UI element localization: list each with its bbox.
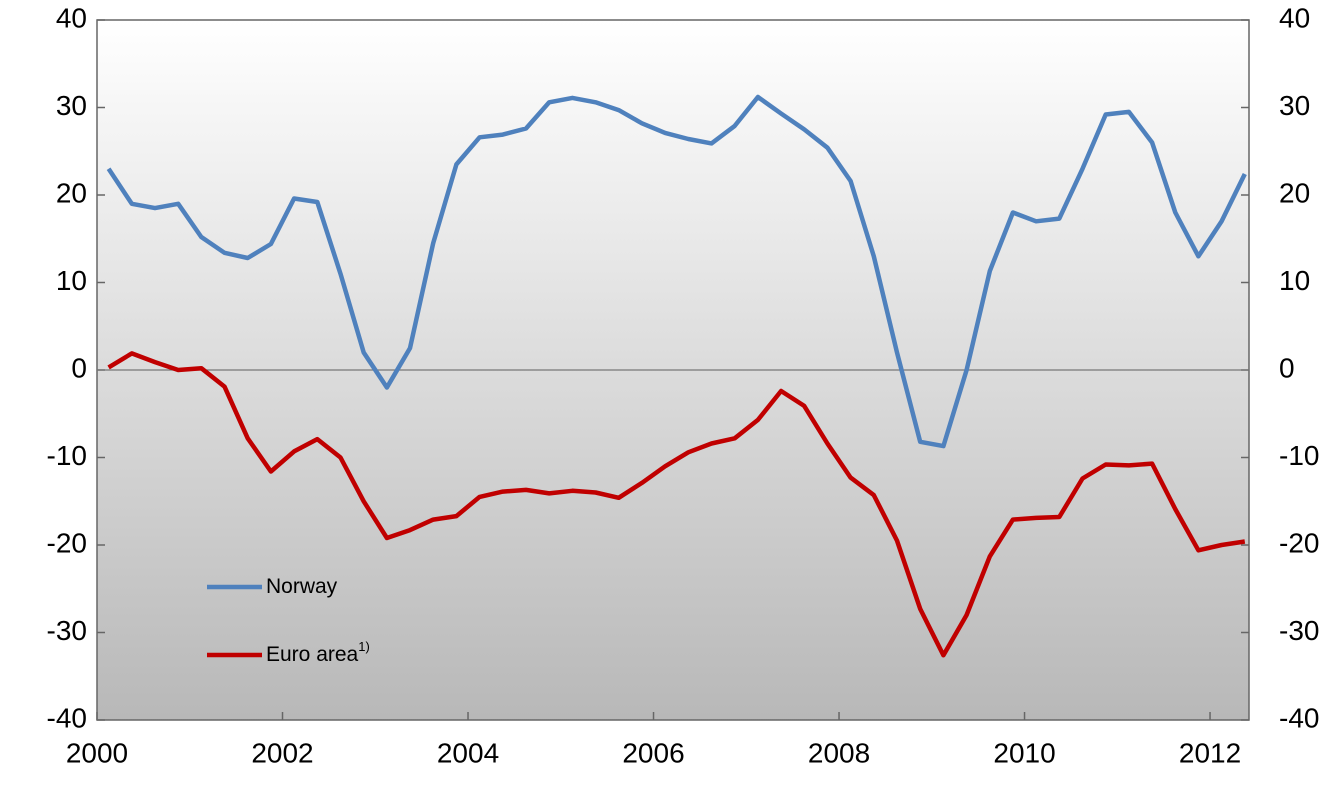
y-tick-label: -20: [47, 527, 87, 558]
x-tick-label: 2006: [622, 737, 684, 768]
y-tick-label: -40: [47, 702, 87, 733]
y2-tick-label: -30: [1279, 615, 1319, 646]
x-tick-label: 2002: [251, 737, 313, 768]
line: [106, 94, 1247, 449]
y2-tick-label: -10: [1279, 440, 1319, 471]
y2-tick-label: 40: [1279, 2, 1310, 33]
legend-name: Norway: [266, 575, 338, 598]
line: [107, 351, 1246, 658]
x-tick-label: 2000: [66, 737, 128, 768]
y2-tick-label: 30: [1279, 90, 1310, 121]
y-tick-label: -30: [47, 615, 87, 646]
legend-note: 1): [358, 639, 370, 654]
y2-tick-label: -40: [1279, 702, 1319, 733]
y-tick-label: 0: [71, 352, 87, 383]
legend-name: Euro area: [266, 643, 359, 666]
y-tick-label: 10: [56, 265, 87, 296]
y-tick-label: 30: [56, 90, 87, 121]
y2-tick-label: 10: [1279, 265, 1310, 296]
y2-tick-label: 0: [1279, 352, 1295, 383]
y2-tick-label: 20: [1279, 177, 1310, 208]
y2-tick-label: -20: [1279, 527, 1319, 558]
x-tick-label: 2012: [1179, 737, 1241, 768]
y-tick-label: 20: [56, 177, 87, 208]
legend-label: Euro area1): [266, 639, 370, 665]
x-tick-label: 2004: [437, 737, 499, 768]
x-tick-label: 2008: [808, 737, 870, 768]
y-tick-label: 40: [56, 2, 87, 33]
legend-label: Norway: [266, 575, 338, 598]
y-tick-label: -10: [47, 440, 87, 471]
x-tick-label: 2010: [993, 737, 1055, 768]
